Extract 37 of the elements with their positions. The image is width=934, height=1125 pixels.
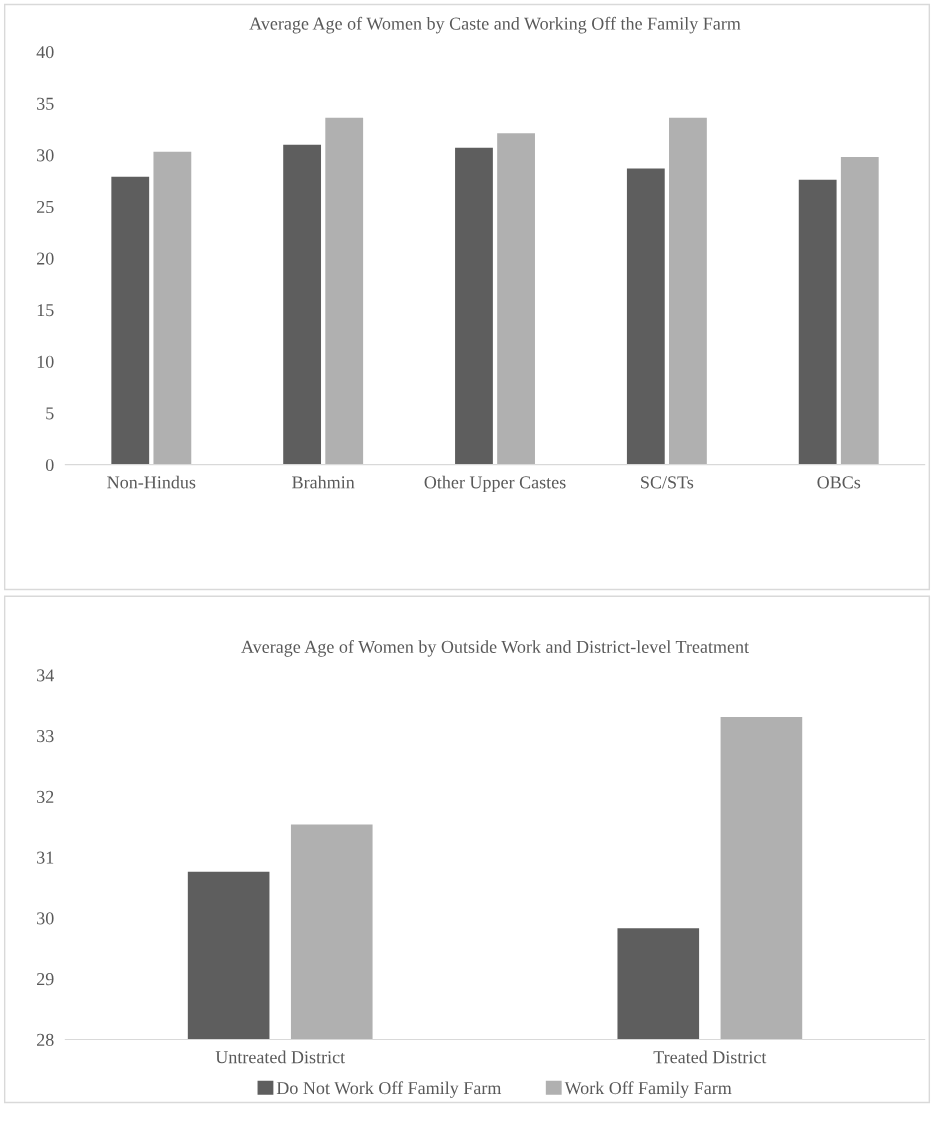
y-tick-label: 32 [37, 790, 54, 803]
y-tick-label: 0 [45, 458, 54, 472]
y-tick-label: 30 [37, 912, 54, 925]
bar [626, 168, 665, 465]
y-tick-label: 30 [37, 149, 54, 162]
x-tick-label: Other Upper Castes [424, 475, 566, 493]
y-tick-label: 29 [37, 973, 54, 986]
x-tick-label: Treated District [653, 1050, 767, 1064]
x-tick-label: Non-Hindus [107, 475, 196, 489]
bar [798, 179, 837, 465]
y-tick-label: 15 [37, 304, 54, 317]
bar [283, 144, 322, 465]
y-tick-label: 33 [37, 730, 54, 743]
bar [840, 157, 879, 465]
y-tick-label: 28 [37, 1033, 54, 1046]
y-tick-label: 31 [37, 851, 54, 864]
bar [153, 151, 192, 465]
x-tick-label: SC/STs [641, 476, 694, 489]
x-tick-label: OBCs [817, 476, 861, 489]
y-tick-label: 10 [37, 355, 54, 368]
x-tick-label: Brahmin [292, 475, 355, 489]
bar [497, 133, 535, 465]
bar [111, 176, 150, 465]
y-tick-label: 40 [36, 46, 54, 59]
bar [669, 117, 707, 465]
bar [455, 147, 493, 465]
x-tick-label: Untreated District [215, 1050, 346, 1064]
y-tick-label: 20 [37, 252, 54, 265]
y-tick-label: 35 [37, 97, 54, 110]
chart-title: Average Age of Women by Caste and Working Off the Family Farm [249, 16, 741, 34]
y-tick-label: 34 [37, 669, 54, 682]
y-tick-label: 5 [46, 407, 54, 420]
y-tick-label: 25 [37, 200, 54, 214]
legend-label: Do Not Work Off Family Farm [276, 1081, 502, 1098]
bar [325, 117, 364, 465]
chart-title: Average Age of Women by Outside Work and District-level Treatment [241, 640, 749, 657]
legend-label: Work Off Family Farm [564, 1081, 732, 1098]
